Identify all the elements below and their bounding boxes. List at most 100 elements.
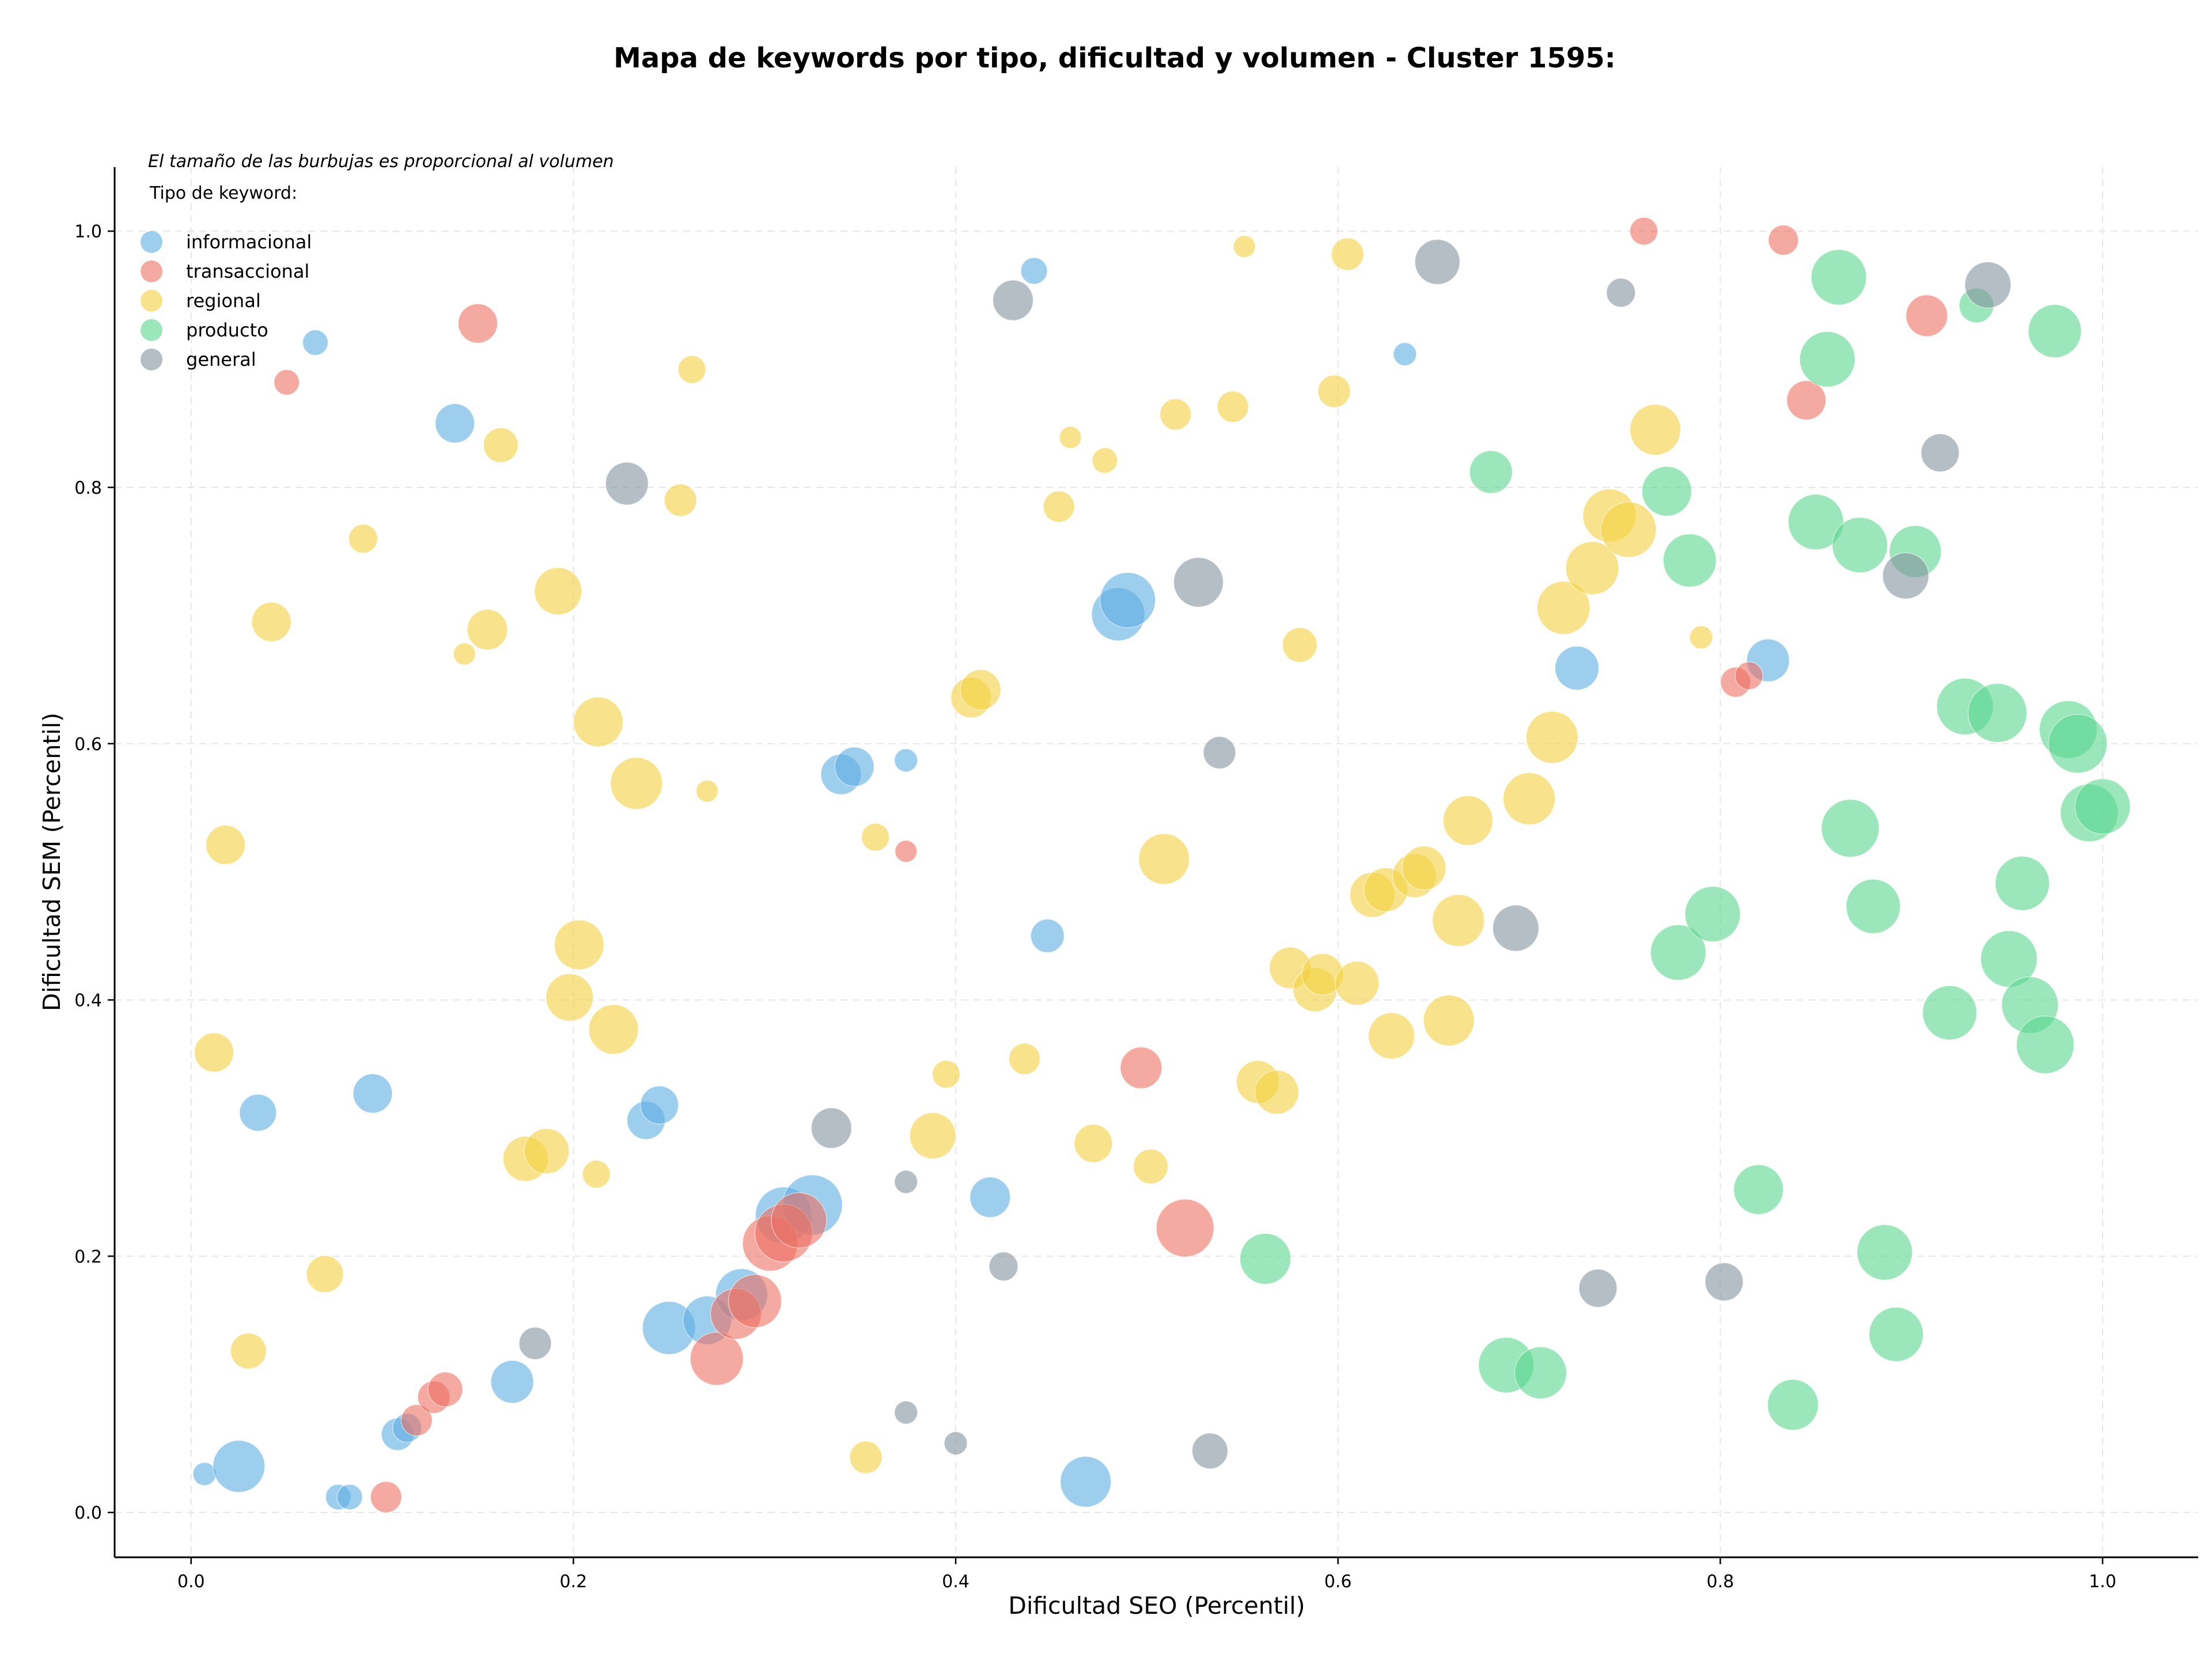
regional-point [1502,772,1556,826]
informacional-point [834,747,874,787]
x-tick-label: 0.8 [1707,1572,1734,1592]
regional-point [960,669,1001,711]
regional-point [1233,235,1256,258]
informacional-point [336,1484,363,1511]
informacional-point [1099,572,1156,629]
regional-point [1536,581,1591,635]
regional-point [1059,426,1082,449]
producto-point [2016,1015,2075,1074]
legend-marker [141,319,162,341]
legend-label: informacional [186,231,312,253]
legend: El tamaño de las burbujas es proporciona… [141,152,614,370]
general-point [1203,736,1236,770]
x-axis-label: Dificultad SEO (Percentil) [1008,1592,1305,1620]
regional-point [1008,1043,1041,1075]
regional-point [1629,404,1681,456]
y-tick-label: 0.8 [74,478,102,498]
regional-point [849,1440,882,1474]
general-point [810,1107,853,1149]
producto-point [1662,534,1717,588]
general-point [992,279,1034,321]
regional-point [1442,795,1494,846]
informacional-point [894,748,918,773]
general-point [988,1251,1018,1281]
informacional-point [212,1440,266,1493]
regional-point [1074,1123,1113,1163]
regional-point [1138,833,1190,885]
informacional-point [639,1085,679,1125]
producto-point [1239,1233,1291,1285]
transaccional-point [1120,1046,1162,1089]
legend-marker [141,290,162,312]
producto-point [1650,924,1707,981]
informacional-point [1020,257,1048,285]
transaccional-point [771,1192,827,1248]
legend-label: regional [186,290,261,312]
transaccional-point [1156,1198,1215,1258]
regional-point [1282,627,1318,663]
y-tick-label: 0.0 [74,1503,102,1523]
producto-point [2028,304,2082,358]
legend-item-regional: regional [141,290,261,312]
producto-point [1469,450,1513,494]
regional-point [483,427,519,463]
general-point [1882,552,1930,600]
regional-point [861,823,890,852]
informacional-point [239,1094,277,1132]
regional-point [1254,1069,1300,1115]
producto-point [1810,249,1867,306]
general-point [605,461,649,506]
x-tick-label: 0.4 [942,1572,969,1592]
regional-point [1423,994,1475,1046]
regional-point [582,1160,611,1189]
regional-point [1368,1012,1415,1060]
axes [113,167,2198,1558]
regional-point [931,1060,961,1089]
regional-point [1317,374,1351,408]
regional-point [534,567,582,615]
producto-point [2048,714,2108,774]
transaccional-point [1906,294,1948,337]
regional-point [306,1255,344,1293]
informacional-point [969,1176,1011,1218]
regional-point [677,355,706,384]
regional-point [695,780,719,803]
informacional-point [434,403,475,444]
legend-note: El tamaño de las burbujas es proporciona… [148,152,614,172]
y-tick-label: 0.4 [74,991,102,1011]
transaccional-point [457,303,498,344]
regional-point [610,756,663,810]
y-tick-label: 1.0 [74,222,102,242]
legend-marker [141,349,162,370]
regional-point [1402,845,1446,891]
y-ticks: 0.0 0.2 0.4 0.6 0.8 1.0 [74,222,115,1523]
producto-point [1767,1379,1819,1431]
regional-point [1159,398,1192,430]
general-point [1705,1262,1744,1301]
y-axis-label: Dificultad SEM (Percentil) [38,713,66,1011]
series-regional [194,235,1713,1474]
transaccional-point [273,369,300,396]
regional-point [1525,710,1579,764]
transaccional-point [1629,217,1658,245]
legend-items: informacional transaccional regional produc… [141,231,312,370]
x-tick-label: 0.2 [560,1572,588,1592]
regional-point [1331,237,1365,271]
producto-point [1787,494,1844,550]
regional-point [1432,894,1485,947]
producto-point [1831,517,1888,573]
regional-point [1335,960,1380,1006]
regional-point [1689,625,1713,649]
producto-point [1733,1164,1784,1215]
general-point [1921,433,1960,472]
y-tick-label: 0.2 [74,1247,102,1267]
transaccional-point [400,1404,433,1436]
producto-point [1868,1307,1924,1362]
informacional-point [490,1360,534,1404]
producto-point [1799,331,1855,388]
general-point [894,1170,918,1194]
legend-item-general: general [141,349,256,370]
transaccional-point [728,1274,782,1328]
series-general [518,239,2012,1470]
